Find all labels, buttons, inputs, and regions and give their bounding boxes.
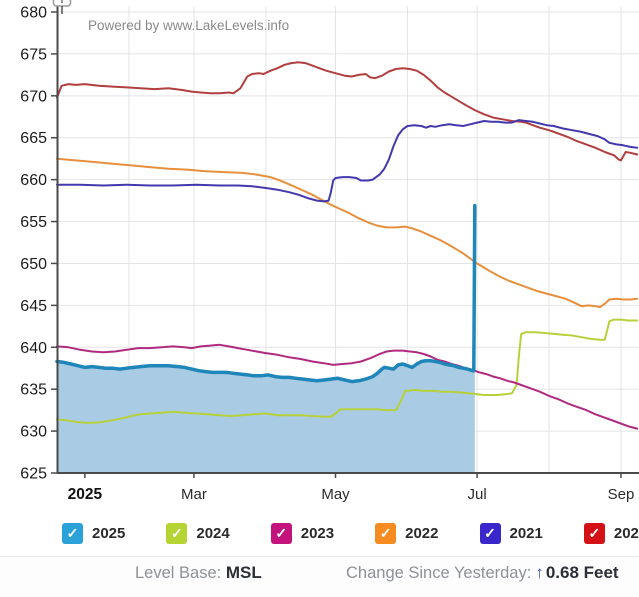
- y-tick-label-640: 640: [20, 340, 47, 357]
- y-tick-label-630: 630: [20, 424, 47, 441]
- level-base-value: MSL: [225, 563, 262, 582]
- legend-item-2023[interactable]: ✓ 2023: [270, 522, 335, 544]
- change-value: 0.68 Feet: [545, 563, 619, 582]
- y-tick-label-650: 650: [20, 256, 47, 273]
- legend-label-2022: 2022: [405, 524, 439, 542]
- series-line-2024[interactable]: [56, 318, 639, 424]
- x-tick-label-Sep: Sep: [608, 486, 635, 503]
- legend-item-2024[interactable]: ✓ 2024: [166, 522, 230, 544]
- legend-item-2021[interactable]: ✓ 2021: [479, 522, 543, 544]
- y-tick-label-635: 635: [20, 382, 47, 399]
- y-tick-label-645: 645: [20, 298, 47, 315]
- legend-item-2025[interactable]: ✓ 2025: [62, 522, 126, 544]
- axis-top-marker-icon[interactable]: [52, 0, 72, 14]
- change-since-yesterday-group: Change Since Yesterday: ↑ 0.68 Feet: [346, 563, 619, 583]
- legend-label-2020: 2020: [613, 524, 639, 542]
- y-tick-label-625: 625: [20, 466, 47, 483]
- area-fill-2025: [57, 205, 475, 473]
- status-bar: Level Base: MSL Change Since Yesterday: ↑…: [0, 556, 639, 597]
- series-line-2022[interactable]: [56, 157, 639, 308]
- legend-label-2024: 2024: [196, 524, 230, 542]
- x-tick-label-2025: 2025: [68, 486, 103, 503]
- level-base-group: Level Base: MSL: [135, 563, 262, 583]
- series-line-2020[interactable]: [56, 61, 639, 162]
- chart-legend: ✓ 2025 ✓ 2024 ✓ 2023 ✓ 2022 ✓ 2021 ✓ 2020: [0, 516, 639, 550]
- series-line-2025[interactable]: [55, 203, 477, 384]
- series-line-2023[interactable]: [56, 343, 639, 430]
- chart-series-layer: [55, 61, 639, 473]
- legend-checkbox-icon-2023[interactable]: ✓: [270, 522, 292, 544]
- x-tick-label-May: May: [321, 486, 350, 503]
- chart-tick-labels: 680 675 670 665 660 655 650 645 640 635 630 625 2025…: [20, 5, 634, 504]
- up-arrow-icon: ↑: [535, 563, 544, 582]
- legend-checkbox-icon-2025[interactable]: ✓: [62, 522, 83, 544]
- legend-checkbox-icon-2024[interactable]: ✓: [166, 522, 188, 544]
- y-tick-label-655: 655: [20, 214, 47, 231]
- watermark-text: Powered by www.LakeLevels.info: [88, 18, 289, 33]
- lake-levels-chart-page: { "watermark": "Powered by www.LakeLevel…: [0, 0, 639, 582]
- y-tick-label-680: 680: [20, 5, 47, 22]
- level-base-label: Level Base:: [135, 564, 222, 582]
- legend-checkbox-icon-2022[interactable]: ✓: [375, 522, 397, 544]
- x-tick-label-Mar: Mar: [181, 486, 207, 503]
- y-tick-label-660: 660: [20, 172, 47, 189]
- y-tick-label-670: 670: [20, 88, 47, 105]
- legend-label-2021: 2021: [509, 524, 543, 542]
- legend-label-2025: 2025: [92, 524, 126, 542]
- legend-checkbox-icon-2020[interactable]: ✓: [583, 522, 605, 544]
- legend-label-2023: 2023: [300, 524, 335, 542]
- y-tick-label-665: 665: [20, 130, 47, 147]
- y-tick-label-675: 675: [20, 46, 47, 63]
- x-tick-label-Jul: Jul: [468, 486, 487, 503]
- lake-level-chart[interactable]: 680 675 670 665 660 655 650 645 640 635 630 625 2025…: [0, 0, 639, 510]
- series-line-2021[interactable]: [56, 119, 639, 203]
- legend-item-2020[interactable]: ✓ 2020: [583, 522, 639, 544]
- change-label: Change Since Yesterday:: [346, 564, 532, 582]
- legend-checkbox-icon-2021[interactable]: ✓: [479, 522, 501, 544]
- chart-axes: [56, 6, 639, 474]
- legend-item-2022[interactable]: ✓ 2022: [375, 522, 439, 544]
